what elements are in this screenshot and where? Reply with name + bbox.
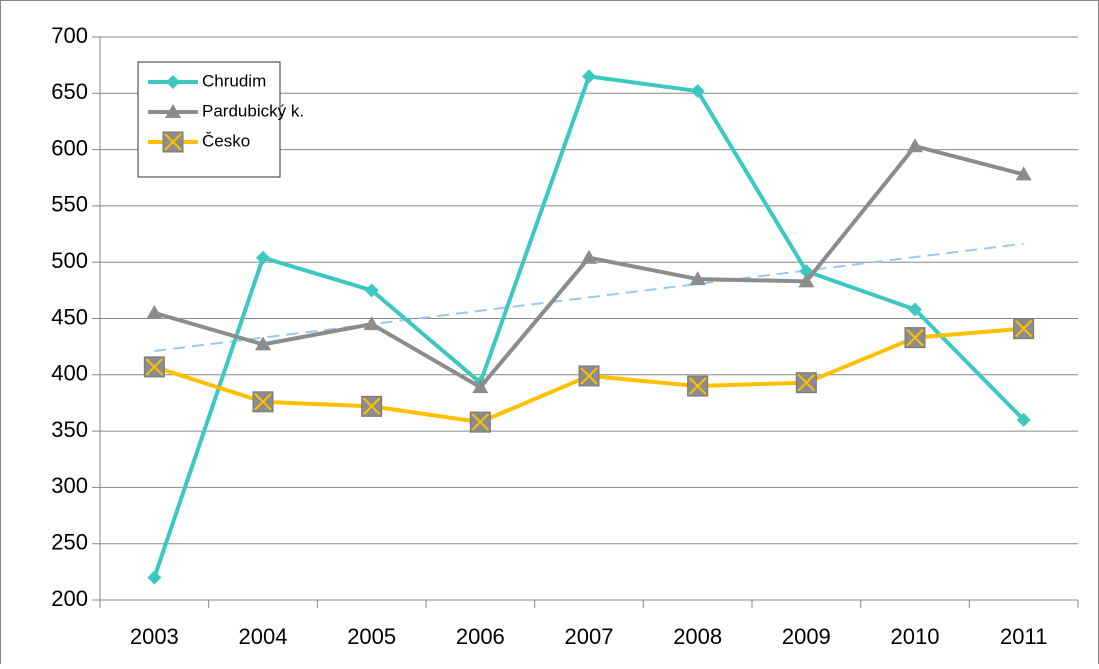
marker xyxy=(166,75,180,89)
x-tick-label: 2004 xyxy=(239,624,288,649)
marker-x xyxy=(254,393,272,411)
marker xyxy=(689,271,706,286)
marker xyxy=(908,302,922,317)
y-tick-label: 350 xyxy=(51,417,88,442)
marker xyxy=(472,379,489,394)
marker-x xyxy=(145,358,164,376)
x-tick-label: 2003 xyxy=(130,624,179,649)
marker xyxy=(361,395,383,417)
marker xyxy=(147,570,162,585)
y-tick-label: 550 xyxy=(51,192,88,217)
marker xyxy=(582,69,596,84)
marker xyxy=(904,327,926,349)
marker xyxy=(1013,318,1035,340)
x-tick-label: 2006 xyxy=(456,624,505,649)
y-tick-label: 650 xyxy=(51,79,88,104)
y-tick-label: 500 xyxy=(51,248,88,273)
legend-label: Chrudim xyxy=(202,71,266,90)
marker xyxy=(1015,166,1032,181)
legend-label: Pardubický k. xyxy=(202,101,304,120)
marker xyxy=(255,336,271,351)
marker xyxy=(252,391,274,413)
marker-x xyxy=(362,397,381,416)
marker xyxy=(798,273,815,288)
y-tick-label: 300 xyxy=(51,473,88,498)
marker xyxy=(469,411,491,433)
x-tick-label: 2005 xyxy=(347,624,396,649)
trendline xyxy=(154,242,1024,353)
marker xyxy=(363,316,380,331)
marker-x xyxy=(797,373,816,392)
y-tick-label: 600 xyxy=(51,135,88,160)
marker-x xyxy=(580,367,598,385)
marker-x xyxy=(164,133,182,151)
marker-x xyxy=(906,328,924,347)
y-tick-label: 400 xyxy=(51,361,88,386)
marker xyxy=(907,138,923,153)
y-tick-label: 700 xyxy=(51,23,88,48)
marker-x xyxy=(471,413,490,431)
x-tick-label: 2010 xyxy=(891,624,940,649)
marker xyxy=(581,249,597,264)
x-tick-label: 2011 xyxy=(1000,624,1047,649)
marker xyxy=(687,375,709,397)
x-tick-label: 2008 xyxy=(673,624,722,649)
marker xyxy=(165,104,181,118)
marker xyxy=(795,372,817,394)
y-tick-label: 450 xyxy=(51,304,88,329)
marker xyxy=(1016,412,1031,427)
marker xyxy=(162,131,184,153)
legend: Chrudim Pardubický k. Česko xyxy=(137,61,304,178)
marker xyxy=(146,304,163,319)
y-tick-label: 200 xyxy=(51,586,88,611)
legend-label: Česko xyxy=(202,131,250,150)
marker xyxy=(364,283,379,298)
marker xyxy=(690,84,705,99)
marker xyxy=(143,356,165,378)
x-tick-label: 2009 xyxy=(782,624,831,649)
marker-x xyxy=(1014,319,1033,338)
y-tick-label: 250 xyxy=(51,530,88,555)
marker-x xyxy=(688,377,707,395)
marker xyxy=(256,250,270,265)
marker xyxy=(578,365,600,387)
x-tick-label: 2007 xyxy=(565,624,614,649)
